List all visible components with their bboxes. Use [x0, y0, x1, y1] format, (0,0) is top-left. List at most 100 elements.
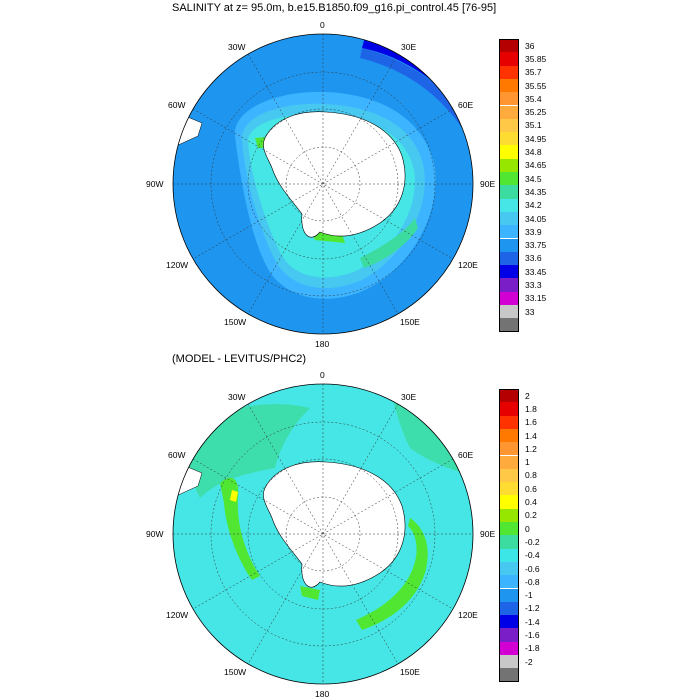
anomaly-strip-west	[220, 478, 260, 580]
colorbar-swatch	[499, 118, 519, 133]
colorbar-swatch	[499, 265, 519, 279]
anomaly-peak	[230, 490, 238, 502]
lon-label-120w: 120W	[166, 260, 188, 270]
colorbar-swatch	[499, 588, 519, 602]
colorbar-tick-label: -0.6	[525, 563, 540, 574]
colorbar-swatch	[499, 668, 519, 682]
colorbar-tick-label: 34.8	[525, 147, 542, 158]
lon-label-30e: 30E	[401, 392, 416, 402]
lon-label-0: 0	[320, 370, 325, 380]
colorbar-swatch	[499, 278, 519, 292]
colorbar-tick-label: 33.6	[525, 253, 542, 264]
colorbar-tick-label: 33	[525, 306, 535, 317]
graticule	[173, 384, 473, 684]
colorbar-swatch	[499, 318, 519, 332]
colorbar-swatch	[499, 442, 519, 456]
lon-label-0: 0	[320, 20, 325, 30]
longitude-labels: 0 30E 60E 90E 120E 150E 180 150W 120W 90…	[146, 20, 495, 349]
colorbar-swatch	[499, 158, 519, 172]
colorbar-tick-label: -1.2	[525, 603, 540, 614]
colorbar-swatch	[499, 185, 519, 199]
difference-colorbar: 2 1.8 1.6 1.4 1.2 1 0.8 0.6 0.4 0.2 0 -0.2 -0.4 -0.6 -…	[497, 389, 557, 682]
lon-label-60w: 60W	[168, 450, 185, 460]
colorbar-swatch	[499, 198, 519, 212]
colorbar-swatch	[499, 522, 519, 536]
colorbar-swatch	[499, 105, 519, 119]
colorbar-swatch	[499, 65, 519, 79]
colorbar-tick-label: 33.75	[525, 240, 547, 251]
colorbar-tick-label: 34.2	[525, 200, 542, 211]
colorbar-swatch	[499, 92, 519, 106]
colorbar-swatch	[499, 628, 519, 642]
lon-label-150e: 150E	[400, 667, 420, 677]
colorbar-tick-label: 34.5	[525, 173, 542, 184]
colorbar-swatch	[499, 305, 519, 319]
salinity-polar-map: 0 30E 60E 90E 120E 150E 180 150W 120W 90…	[146, 20, 495, 349]
colorbar-tick-label: -0.8	[525, 576, 540, 587]
colorbar-tick-label: 35.85	[525, 53, 547, 64]
colorbar-tick-label: 34.35	[525, 186, 547, 197]
colorbar-tick-label: 33.15	[525, 293, 547, 304]
colorbar-tick-label: 1.8	[525, 403, 537, 414]
lon-label-90w: 90W	[146, 179, 163, 189]
lon-label-90w: 90W	[146, 529, 163, 539]
colorbar-swatch	[499, 548, 519, 562]
longitude-labels: 0 30E 60E 90E 120E 150E 180 150W 120W 90…	[146, 370, 495, 699]
difference-panel: (MODEL - LEVITUS/PHC2)	[0, 350, 700, 700]
colorbar-tick-label: -1.6	[525, 630, 540, 641]
colorbar-swatch	[499, 291, 519, 305]
colorbar-tick-label: 33.3	[525, 280, 542, 291]
lon-label-120e: 120E	[458, 610, 478, 620]
colorbar-swatch	[499, 389, 519, 403]
anomaly-strip-east	[356, 518, 428, 630]
lon-label-60e: 60E	[458, 100, 473, 110]
lon-label-60w: 60W	[168, 100, 185, 110]
antarctica	[263, 111, 406, 238]
colorbar-tick-label: 0.8	[525, 470, 537, 481]
lon-label-150e: 150E	[400, 317, 420, 327]
colorbar-swatch	[499, 225, 519, 239]
colorbar-tick-label: 35.25	[525, 107, 547, 118]
colorbar-tick-label: 0.4	[525, 497, 537, 508]
colorbar-swatch	[499, 482, 519, 496]
lon-label-30w: 30W	[228, 42, 245, 52]
colorbar-tick-label: 1.4	[525, 430, 537, 441]
colorbar-tick-label: 34.05	[525, 213, 547, 224]
colorbar-swatch	[499, 561, 519, 576]
colorbar-swatch	[499, 238, 519, 252]
difference-map-title: (MODEL - LEVITUS/PHC2)	[172, 353, 307, 365]
colorbar-tick-label: 0.2	[525, 510, 537, 521]
colorbar-swatch	[499, 415, 519, 429]
map-boundary	[172, 383, 474, 685]
colorbar-tick-label: 0	[525, 523, 530, 534]
antarctica	[263, 461, 406, 588]
colorbar-swatch	[499, 455, 519, 469]
salinity-panel: SALINITY at z= 95.0m, b.e15.B1850.f09_g1…	[146, 2, 547, 349]
lon-label-180: 180	[315, 689, 329, 699]
colorbar-swatch	[499, 172, 519, 186]
colorbar-swatch	[499, 615, 519, 629]
salinity-patch-pacific	[360, 218, 418, 268]
anomaly-ross	[300, 586, 320, 600]
colorbar-tick-label: 35.4	[525, 93, 542, 104]
lon-label-120w: 120W	[166, 610, 188, 620]
colorbar-tick-label: -0.4	[525, 550, 540, 561]
colorbar-swatch	[499, 251, 519, 266]
colorbar-swatch	[499, 641, 519, 655]
colorbar-tick-label: 1.2	[525, 443, 537, 454]
colorbar-tick-label: 0.6	[525, 483, 537, 494]
colorbar-swatch	[499, 52, 519, 66]
lon-label-30e: 30E	[401, 42, 416, 52]
colorbar-swatch	[499, 575, 519, 589]
colorbar-tick-label: 35.1	[525, 120, 542, 131]
colorbar-tick-label: 33.45	[525, 266, 547, 277]
graticule	[173, 34, 473, 334]
colorbar-tick-label: -0.2	[525, 536, 540, 547]
colorbar-swatch	[499, 39, 519, 53]
colorbar-tick-label: -1	[525, 590, 533, 601]
colorbar-swatch	[499, 132, 519, 146]
colorbar-tick-label: 33.9	[525, 226, 542, 237]
colorbar-swatch	[499, 145, 519, 159]
colorbar-swatch	[499, 601, 519, 616]
colorbar-tick-label: 34.65	[525, 160, 547, 171]
